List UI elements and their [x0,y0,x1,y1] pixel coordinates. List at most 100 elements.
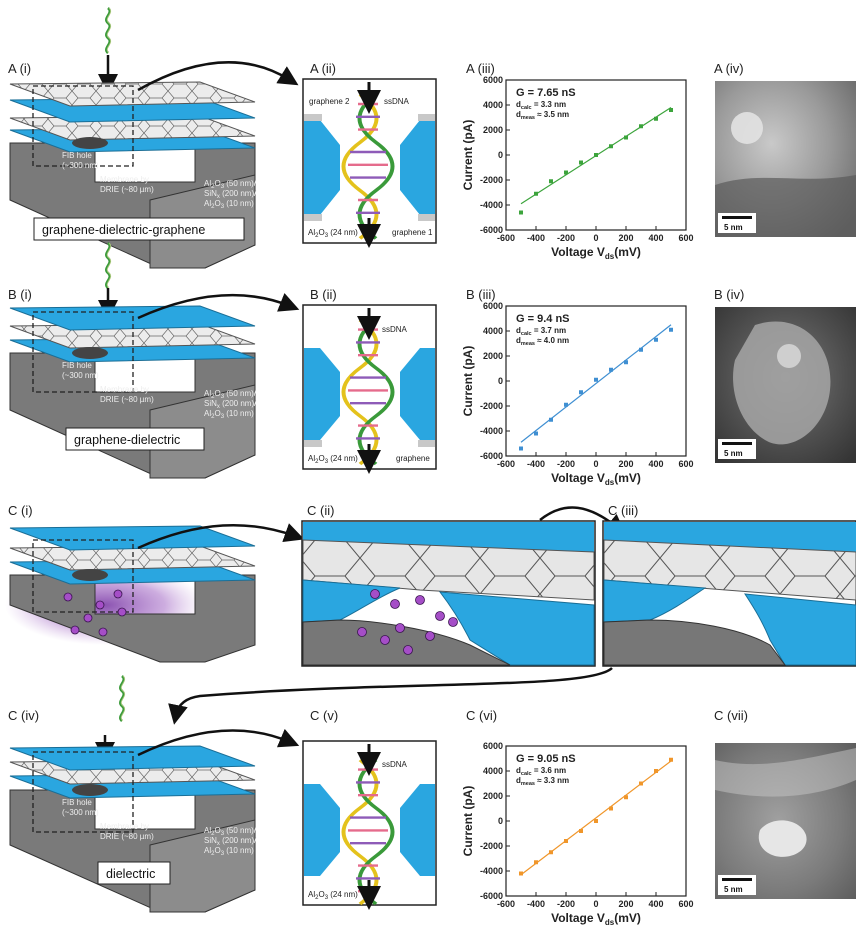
data-point [519,210,523,215]
layer-2-c: SiNx (200 nm)/ [204,836,257,847]
conductance-label: G = 9.4 nS [516,313,570,325]
data-point [639,347,643,352]
al2o3-label-c: Al2O3 (24 nm) [308,890,358,901]
data-point [654,769,658,773]
y-tick-label: -6000 [480,891,503,901]
dcalc-label: dcalc = 3.6 nm [516,766,566,777]
panel-label-c-v: C (v) [310,708,338,723]
al2o3-label-a: Al2O3 (24 nm) [308,228,358,239]
zoom-c-ii [301,506,626,667]
tem-image-b [715,307,856,463]
dmeas-label: dmeas ≈ 3.5 nm [516,110,569,121]
y-tick-label: -2000 [480,401,503,411]
data-point [579,390,583,395]
graphene-label-b: graphene [396,454,430,463]
data-point [609,806,613,811]
fib-hole-label-a: FIB hole [62,151,92,160]
data-point [624,795,628,800]
data-point [564,170,568,175]
membrane-label-b: Membrane by [100,385,149,394]
x-tick-label: 200 [618,899,633,909]
y-tick-label: -4000 [480,200,503,210]
data-point [549,417,553,422]
data-point [609,367,613,372]
device-type-box-a [33,217,245,241]
x-tick-label: -200 [557,899,575,909]
data-point [654,337,658,342]
data-point [594,819,598,823]
pore-diagram-b [302,304,437,474]
fit-line [520,760,672,876]
zoom-c-iii [602,520,856,667]
x-tick-label: -200 [557,459,575,469]
dmeas-label: dmeas ≈ 3.3 nm [516,776,569,787]
x-tick-label: -400 [527,899,545,909]
pore-diagram-c [302,740,437,910]
x-tick-label: 400 [648,459,663,469]
panel-label-c-vii: C (vii) [714,708,748,723]
data-point [564,402,568,407]
data-point [579,160,583,165]
y-tick-label: -2000 [480,175,503,185]
scale-bar-b: 5 nm [724,449,743,458]
panel-label-a-ii: A (ii) [310,61,336,76]
conductance-label: G = 7.65 nS [516,87,576,99]
layer-3-b: Al2O3 (10 nm) [204,409,254,420]
y-tick-label: 0 [498,376,503,386]
fit-line [520,324,672,443]
device-type-box-b [65,427,205,451]
panel-label-b-i: B (i) [8,287,32,302]
data-point [534,431,538,436]
data-point [519,446,523,451]
y-tick-label: 0 [498,816,503,826]
y-tick-label: 6000 [483,75,503,85]
panel-label-a-i: A (i) [8,61,31,76]
data-point [594,153,598,157]
x-tick-label: -600 [497,233,515,243]
y-axis-label: Current (pA) [461,346,475,417]
panel-label-c-iii: C (iii) [608,503,638,518]
panel-label-c-i: C (i) [8,503,33,518]
fib-hole-size-a: (~300 nm) [62,161,99,170]
x-tick-label: 0 [593,459,598,469]
layer-2-b: SiNx (200 nm)/ [204,399,257,410]
layer-1-a: Al2O3 (50 nm)/ [204,179,257,190]
y-tick-label: 2000 [483,125,503,135]
pore-diagram-a [302,78,437,248]
membrane-label-c: Membrane by [100,822,149,831]
tem-image-a [715,81,856,237]
x-tick-label: -600 [497,899,515,909]
data-point [654,116,658,121]
y-tick-label: -6000 [480,225,503,235]
y-tick-label: -2000 [480,841,503,851]
data-point [579,829,583,833]
panel-label-a-iii: A (iii) [466,61,495,76]
y-tick-label: 6000 [483,741,503,751]
data-point [534,191,538,196]
panel-label-b-iv: B (iv) [714,287,744,302]
x-tick-label: 400 [648,899,663,909]
x-axis-label: Voltage Vds(mV) [551,471,641,487]
data-point [549,179,553,184]
y-tick-label: 4000 [483,100,503,110]
dcalc-label: dcalc = 3.3 nm [516,100,566,111]
x-tick-label: 200 [618,233,633,243]
data-point [639,124,643,129]
al2o3-label-b: Al2O3 (24 nm) [308,454,358,465]
x-axis-label: Voltage Vds(mV) [551,245,641,261]
y-tick-label: 4000 [483,326,503,336]
membrane-size-c: DRIE (~80 µm) [100,832,154,841]
x-tick-label: 600 [678,233,693,243]
flow-arrow-c [168,667,613,725]
panel-label-b-ii: B (ii) [310,287,337,302]
device-type-a: graphene-dielectric-graphene [42,223,205,237]
panel-label-c-iv: C (iv) [8,708,39,723]
dmeas-label: dmeas ≈ 4.0 nm [516,336,569,347]
device-type-box-c [97,861,171,885]
membrane-size-b: DRIE (~80 µm) [100,395,154,404]
panel-label-c-ii: C (ii) [307,503,334,518]
y-tick-label: -4000 [480,866,503,876]
